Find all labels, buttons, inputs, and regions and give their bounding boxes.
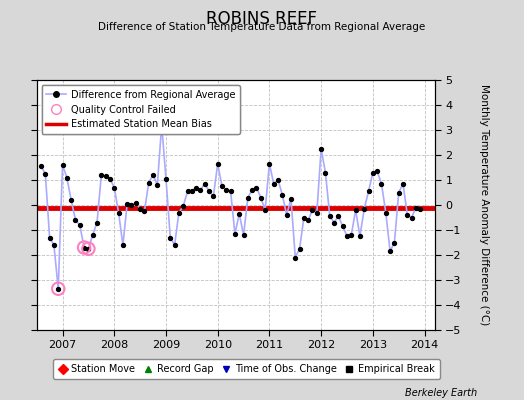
Point — [274, 177, 282, 183]
Text: Difference of Station Temperature Data from Regional Average: Difference of Station Temperature Data f… — [99, 22, 425, 32]
Point — [97, 172, 105, 178]
Point — [416, 206, 424, 212]
Point — [106, 176, 114, 182]
Point — [352, 207, 360, 213]
Point — [209, 193, 217, 200]
Point — [46, 234, 54, 241]
Point — [287, 196, 295, 202]
Point — [390, 239, 399, 246]
Point — [114, 209, 123, 216]
Point — [308, 207, 316, 213]
Point — [381, 209, 390, 216]
Point — [80, 244, 89, 251]
Point — [377, 180, 386, 187]
Point — [399, 180, 407, 187]
Point — [356, 233, 364, 240]
Point — [325, 213, 334, 220]
Point — [222, 187, 231, 193]
Point — [300, 214, 308, 221]
Point — [67, 197, 75, 203]
Point — [239, 232, 248, 238]
Point — [386, 248, 394, 254]
Point — [403, 212, 411, 218]
Point — [395, 189, 403, 196]
Point — [37, 163, 45, 170]
Legend: Station Move, Record Gap, Time of Obs. Change, Empirical Break: Station Move, Record Gap, Time of Obs. C… — [53, 359, 440, 379]
Point — [252, 184, 260, 191]
Point — [261, 207, 269, 213]
Point — [54, 286, 62, 292]
Point — [158, 122, 166, 128]
Point — [196, 187, 205, 193]
Point — [75, 222, 84, 228]
Point — [412, 204, 420, 211]
Point — [205, 188, 213, 194]
Point — [123, 200, 132, 207]
Point — [127, 202, 136, 208]
Point — [63, 174, 71, 181]
Point — [218, 183, 226, 190]
Point — [54, 286, 62, 292]
Point — [313, 209, 321, 216]
Point — [408, 214, 416, 221]
Point — [248, 187, 256, 193]
Point — [84, 246, 93, 252]
Text: ROBINS REEF: ROBINS REEF — [206, 10, 318, 28]
Point — [145, 179, 153, 186]
Text: Berkeley Earth: Berkeley Earth — [405, 388, 477, 398]
Point — [158, 122, 166, 128]
Point — [360, 206, 368, 212]
Point — [50, 242, 58, 248]
Point — [291, 254, 300, 261]
Point — [89, 232, 97, 238]
Point — [140, 208, 149, 214]
Point — [80, 244, 89, 251]
Y-axis label: Monthly Temperature Anomaly Difference (°C): Monthly Temperature Anomaly Difference (… — [478, 84, 488, 326]
Point — [119, 242, 127, 248]
Point — [330, 219, 339, 226]
Point — [373, 168, 381, 174]
Point — [296, 246, 304, 252]
Point — [226, 188, 235, 194]
Point — [93, 219, 101, 226]
Point — [235, 210, 244, 217]
Point — [179, 203, 188, 210]
Point — [149, 172, 157, 178]
Point — [213, 160, 222, 167]
Point — [364, 188, 373, 194]
Point — [188, 188, 196, 194]
Point — [334, 213, 343, 220]
Point — [201, 180, 209, 187]
Point — [170, 242, 179, 248]
Point — [339, 223, 347, 230]
Point — [269, 180, 278, 187]
Point — [265, 160, 274, 167]
Point — [110, 184, 118, 191]
Point — [304, 217, 312, 223]
Point — [317, 146, 325, 152]
Point — [136, 206, 144, 212]
Point — [278, 192, 287, 198]
Point — [231, 230, 239, 237]
Point — [192, 184, 200, 191]
Point — [153, 182, 161, 188]
Point — [162, 176, 170, 182]
Point — [102, 173, 110, 180]
Point — [174, 209, 183, 216]
Point — [282, 212, 291, 218]
Point — [84, 246, 93, 252]
Point — [257, 194, 265, 201]
Point — [58, 162, 67, 168]
Point — [166, 234, 174, 241]
Legend: Difference from Regional Average, Quality Control Failed, Estimated Station Mean: Difference from Regional Average, Qualit… — [41, 85, 240, 134]
Point — [321, 169, 330, 176]
Point — [132, 199, 140, 206]
Point — [71, 217, 80, 223]
Point — [244, 194, 252, 201]
Point — [369, 169, 377, 176]
Point — [343, 233, 351, 240]
Point — [183, 188, 192, 194]
Point — [41, 170, 49, 177]
Point — [347, 232, 355, 238]
